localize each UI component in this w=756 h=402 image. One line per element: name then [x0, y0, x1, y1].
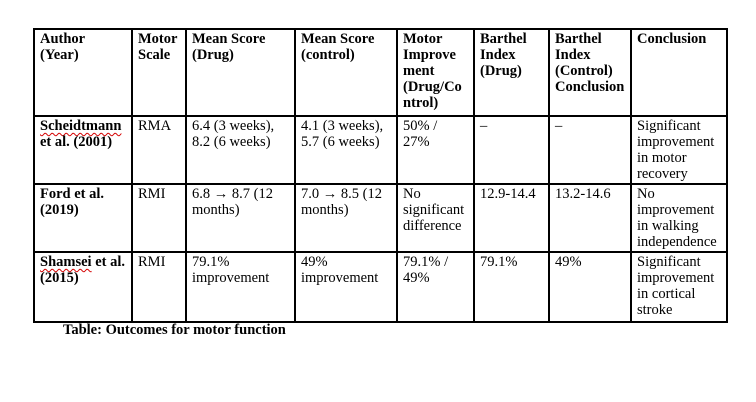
header-mean-score-drug: Mean Score (Drug) — [185, 28, 296, 117]
table-caption: Table: Outcomes for motor function — [63, 322, 286, 338]
misspelled-word: Scheidtmann — [40, 118, 122, 134]
header-barthel-drug: Barthel Index (Drug) — [473, 28, 550, 117]
cell-author: Shamsei et al. (2015) — [33, 251, 133, 323]
outcomes-table: Author (Year) Motor Scale Mean Score (Dr… — [33, 28, 728, 323]
cell-barthel-drug: 12.9-14.4 — [473, 183, 550, 253]
header-mean-score-control: Mean Score (control) — [294, 28, 398, 117]
cell-author: Scheidtmann et al. (2001) — [33, 115, 133, 185]
header-barthel-control: Barthel Index (Control) Conclusion — [548, 28, 632, 117]
cell-conclusion: Significant improvement in motor recover… — [630, 115, 728, 185]
cell-mean-score-control: 49% improvement — [294, 251, 398, 323]
cell-mean-score-drug: 6.8 → 8.7 (12 months) — [185, 183, 296, 253]
cell-barthel-control: 13.2-14.6 — [548, 183, 632, 253]
table-row-scheidtmann: Scheidtmann et al. (2001) RMA 6.4 (3 wee… — [33, 115, 728, 185]
cell-mean-score-control: 4.1 (3 weeks), 5.7 (6 weeks) — [294, 115, 398, 185]
header-row: Author (Year) Motor Scale Mean Score (Dr… — [33, 28, 728, 117]
author-rest: et al. (2015) — [40, 254, 125, 286]
cell-motor-scale: RMI — [131, 183, 187, 253]
cell-motor-improvement: 50% / 27% — [396, 115, 475, 185]
author-rest: Ford et al. (2019) — [40, 186, 105, 218]
cell-mean-score-drug: 79.1% improvement — [185, 251, 296, 323]
cell-motor-scale: RMI — [131, 251, 187, 323]
header-conclusion: Conclusion — [630, 28, 728, 117]
cell-mean-score-drug: 6.4 (3 weeks), 8.2 (6 weeks) — [185, 115, 296, 185]
cell-motor-improvement: No significant difference — [396, 183, 475, 253]
cell-motor-scale: RMA — [131, 115, 187, 185]
author-rest: et al. (2001) — [40, 134, 113, 150]
header-motor-improvement: Motor Improve ment (Drug/Co ntrol) — [396, 28, 475, 117]
misspelled-word: Shamsei — [40, 254, 92, 270]
cell-barthel-drug: 79.1% — [473, 251, 550, 323]
header-motor-scale: Motor Scale — [131, 28, 187, 117]
cell-motor-improvement: 79.1% / 49% — [396, 251, 475, 323]
cell-barthel-control: 49% — [548, 251, 632, 323]
cell-conclusion: No improvement in walking independence — [630, 183, 728, 253]
cell-mean-score-control: 7.0 → 8.5 (12 months) — [294, 183, 398, 253]
table-row-shamsei: Shamsei et al. (2015) RMI 79.1% improvem… — [33, 251, 728, 323]
cell-barthel-control: – — [548, 115, 632, 185]
cell-barthel-drug: – — [473, 115, 550, 185]
header-author-year: Author (Year) — [33, 28, 133, 117]
cell-author: Ford et al. (2019) — [33, 183, 133, 253]
cell-conclusion: Significant improvement in cortical stro… — [630, 251, 728, 323]
table-row-ford: Ford et al. (2019) RMI 6.8 → 8.7 (12 mon… — [33, 183, 728, 253]
